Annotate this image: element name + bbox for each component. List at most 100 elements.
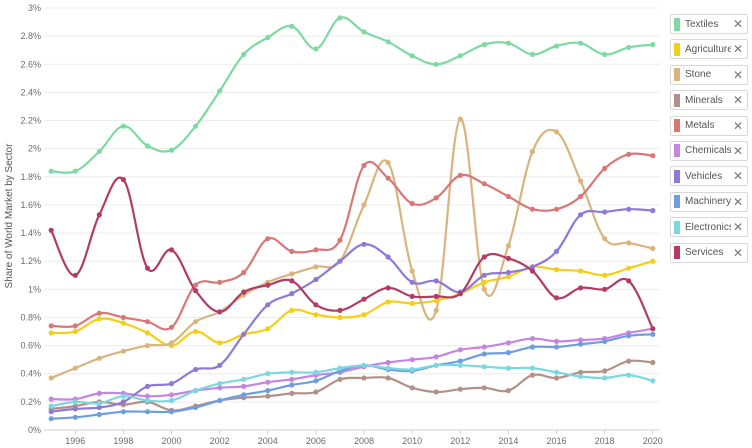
close-icon[interactable]: ✕ xyxy=(732,118,743,133)
x-tick-label: 2010 xyxy=(402,436,422,446)
legend-item-services[interactable]: Services ✕ xyxy=(670,242,748,263)
data-point-vehicles xyxy=(529,264,536,270)
close-icon[interactable]: ✕ xyxy=(732,42,743,57)
data-point-metals xyxy=(578,193,584,200)
data-point-vehicles xyxy=(481,272,487,278)
legend-item-agriculture[interactable]: Agriculture ✕ xyxy=(670,39,748,60)
data-point-services xyxy=(337,307,343,313)
data-point-textiles xyxy=(457,53,463,59)
close-icon[interactable]: ✕ xyxy=(732,143,743,158)
data-point-services xyxy=(241,289,247,295)
data-point-machinery xyxy=(144,409,151,415)
data-point-agriculture xyxy=(265,326,271,332)
data-point-vehicles xyxy=(337,258,343,264)
y-tick-label: 0.4% xyxy=(20,369,41,379)
data-point-electronics xyxy=(265,371,271,377)
data-point-stone xyxy=(529,148,536,155)
data-point-metals xyxy=(650,153,656,159)
legend-item-minerals[interactable]: Minerals ✕ xyxy=(670,90,748,111)
data-point-metals xyxy=(337,237,343,243)
series-line-metals xyxy=(50,152,654,331)
data-point-machinery xyxy=(120,409,126,415)
data-point-chemicals xyxy=(529,336,536,342)
legend-item-textiles[interactable]: Textiles ✕ xyxy=(670,14,748,34)
close-icon[interactable]: ✕ xyxy=(732,245,743,260)
data-point-electronics xyxy=(337,365,343,371)
close-icon[interactable]: ✕ xyxy=(732,17,743,31)
data-point-textiles xyxy=(217,88,223,94)
data-point-agriculture xyxy=(626,265,632,271)
data-point-chemicals xyxy=(553,338,560,344)
data-point-vehicles xyxy=(433,278,439,284)
legend-item-chemicals[interactable]: Chemicals ✕ xyxy=(670,140,748,161)
data-point-services xyxy=(361,296,367,302)
data-point-vehicles xyxy=(553,248,560,254)
data-point-metals xyxy=(409,200,415,207)
data-point-services xyxy=(120,177,126,183)
data-point-chemicals xyxy=(578,337,584,343)
data-point-stone xyxy=(96,355,102,361)
data-point-machinery xyxy=(457,358,463,364)
data-point-electronics xyxy=(144,397,151,404)
legend-item-metals[interactable]: Metals ✕ xyxy=(670,115,748,136)
data-point-chemicals xyxy=(168,392,175,398)
data-point-electronics xyxy=(433,362,439,368)
data-point-agriculture xyxy=(578,268,584,274)
data-point-electronics xyxy=(361,362,367,368)
data-point-chemicals xyxy=(505,340,511,346)
data-point-metals xyxy=(193,282,199,288)
data-point-chemicals xyxy=(144,393,151,399)
data-point-machinery xyxy=(626,333,632,339)
data-point-agriculture xyxy=(144,330,151,336)
data-point-agriculture xyxy=(505,274,511,280)
y-tick-label: 1.6% xyxy=(20,200,41,210)
data-point-metals xyxy=(313,247,319,253)
data-point-machinery xyxy=(241,392,247,398)
series-line-vehicles xyxy=(50,208,654,413)
data-point-chemicals xyxy=(217,385,223,391)
x-tick-label: 2020 xyxy=(643,436,663,446)
data-point-machinery xyxy=(217,397,223,404)
data-point-metals xyxy=(433,195,439,201)
data-point-stone xyxy=(433,307,439,313)
legend-item-electronics[interactable]: Electronics ✕ xyxy=(670,217,748,238)
data-point-electronics xyxy=(96,400,102,406)
data-point-minerals xyxy=(337,376,343,382)
data-point-stone xyxy=(48,375,54,381)
data-point-textiles xyxy=(361,29,367,35)
close-icon[interactable]: ✕ xyxy=(732,93,743,108)
data-point-vehicles xyxy=(48,409,54,415)
legend-item-stone[interactable]: Stone ✕ xyxy=(670,64,748,85)
legend-label: Textiles xyxy=(685,18,719,30)
series-line-agriculture xyxy=(50,260,654,347)
data-point-agriculture xyxy=(481,279,487,285)
y-tick-label: 2.2% xyxy=(20,116,41,126)
close-icon[interactable]: ✕ xyxy=(732,194,743,209)
data-point-electronics xyxy=(529,365,536,371)
close-icon[interactable]: ✕ xyxy=(732,169,743,184)
legend-swatch xyxy=(674,68,680,82)
x-tick-label: 2008 xyxy=(354,436,374,446)
data-point-services xyxy=(529,268,536,274)
close-icon[interactable]: ✕ xyxy=(732,67,743,82)
data-point-vehicles xyxy=(361,241,367,247)
x-tick-label: 2012 xyxy=(450,436,470,446)
data-point-metals xyxy=(120,314,126,321)
data-point-textiles xyxy=(505,40,511,46)
data-point-textiles xyxy=(650,42,656,48)
close-icon[interactable]: ✕ xyxy=(732,220,743,235)
legend-item-machinery[interactable]: Machinery ✕ xyxy=(670,191,748,212)
data-point-stone xyxy=(313,264,319,270)
data-point-textiles xyxy=(144,143,151,149)
legend-item-vehicles[interactable]: Vehicles ✕ xyxy=(670,166,748,187)
legend-swatch xyxy=(674,93,680,107)
data-point-services xyxy=(265,282,271,288)
data-point-metals xyxy=(265,236,271,242)
data-point-machinery xyxy=(96,411,102,418)
legend-swatch xyxy=(674,119,680,133)
data-point-machinery xyxy=(289,382,295,388)
data-point-electronics xyxy=(193,388,199,394)
x-tick-labels: 1996 1998 2000 2002 2004 2006 2008 2010 2012 2014… xyxy=(65,430,663,446)
y-tick-label: 0% xyxy=(28,425,41,435)
data-point-textiles xyxy=(96,148,102,155)
